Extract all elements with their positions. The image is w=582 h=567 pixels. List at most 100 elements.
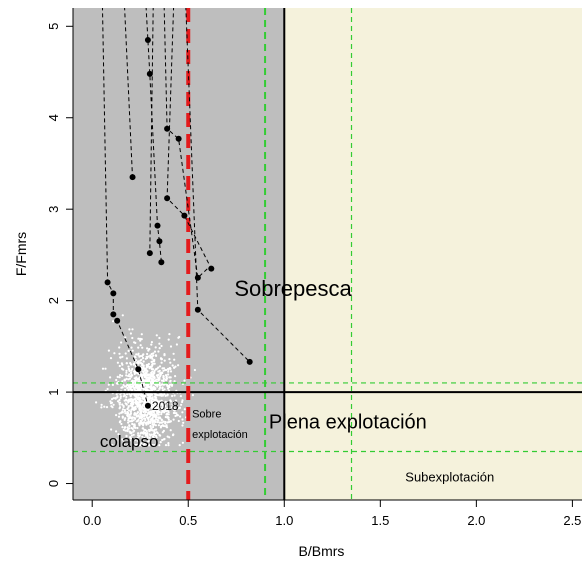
cloud-point: [165, 377, 168, 380]
cloud-point: [110, 405, 113, 408]
cloud-point: [151, 370, 154, 373]
cloud-point: [169, 376, 172, 379]
cloud-point: [166, 384, 169, 388]
cloud-point: [167, 368, 170, 371]
cloud-point: [150, 378, 154, 381]
cloud-point: [141, 407, 144, 410]
underexploited-zone: [284, 8, 582, 500]
cloud-point: [166, 387, 170, 390]
cloud-point: [156, 409, 160, 412]
cloud-point: [139, 400, 142, 403]
cloud-point: [153, 362, 156, 365]
trajectory-line-2: [124, 8, 133, 178]
cloud-point: [127, 421, 130, 424]
cloud-point: [169, 383, 172, 386]
cloud-point: [151, 357, 154, 360]
cloud-point: [154, 379, 157, 382]
cloud-point: [157, 366, 160, 369]
cloud-point: [162, 369, 165, 372]
cloud-point: [116, 395, 119, 398]
cloud-point: [135, 415, 138, 418]
cloud-point: [140, 383, 143, 386]
cloud-point: [120, 341, 123, 344]
cloud-point: [126, 387, 129, 390]
cloud-point: [150, 341, 153, 344]
plot-area: 2018: [73, 8, 582, 500]
cloud-point: [129, 398, 132, 401]
cloud-point: [133, 407, 136, 410]
cloud-point: [162, 424, 165, 428]
cloud-point: [173, 409, 176, 412]
cloud-point: [139, 337, 142, 340]
zone-labels: colapso Sobre explotación Sobrepesca Plena e…: [100, 276, 494, 485]
cloud-point: [110, 398, 114, 401]
cloud-point: [149, 421, 152, 425]
cloud-point: [134, 438, 137, 441]
cloud-point: [167, 444, 170, 447]
cloud-point: [121, 314, 124, 317]
cloud-point: [135, 376, 138, 379]
y-tick-label: 2: [46, 297, 61, 304]
cloud-point: [141, 416, 144, 419]
cloud-point: [134, 365, 137, 368]
cloud-point: [112, 397, 115, 400]
cloud-point: [152, 372, 155, 375]
cloud-point: [137, 387, 140, 390]
cloud-point: [130, 434, 133, 437]
cloud-point: [177, 364, 180, 367]
cloud-point: [144, 379, 147, 382]
cloud-point: [122, 428, 125, 431]
cloud-point: [193, 368, 196, 372]
cloud-point: [124, 412, 127, 415]
cloud-point: [127, 388, 130, 392]
cloud-point: [135, 400, 138, 403]
trajectory-point: [158, 259, 165, 266]
trajectory-point: [194, 274, 201, 281]
cloud-point: [167, 370, 170, 373]
cloud-point: [144, 408, 147, 411]
cloud-point: [154, 393, 157, 396]
cloud-point: [125, 395, 128, 399]
cloud-point: [147, 418, 150, 421]
cloud-point: [128, 439, 131, 442]
cloud-point: [118, 352, 121, 355]
cloud-point: [157, 419, 160, 422]
cloud-point: [151, 360, 154, 363]
cloud-point: [149, 414, 153, 417]
cloud-point: [139, 411, 142, 414]
cloud-point: [145, 441, 148, 444]
cloud-point: [126, 426, 129, 429]
cloud-point: [118, 412, 121, 415]
cloud-point: [127, 398, 130, 401]
cloud-point: [129, 437, 132, 440]
cloud-point: [119, 356, 122, 359]
cloud-point: [162, 377, 165, 380]
trajectory-point: [156, 238, 163, 245]
cloud-point: [141, 356, 145, 360]
trajectory-point: [144, 37, 151, 44]
cloud-point: [162, 402, 166, 405]
cloud-point: [110, 428, 113, 431]
cloud-point: [145, 414, 148, 417]
cloud-point: [177, 419, 180, 423]
cloud-point: [141, 346, 144, 349]
cloud-point: [168, 333, 171, 336]
cloud-point: [143, 436, 146, 440]
zone-label-explotacion: explotación: [192, 429, 248, 441]
cloud-point: [150, 367, 153, 371]
cloud-point: [107, 383, 110, 386]
cloud-point: [141, 435, 144, 438]
cloud-point: [137, 380, 140, 383]
cloud-point: [159, 373, 162, 376]
cloud-point: [153, 444, 156, 447]
x-tick-label: 1.0: [275, 513, 293, 528]
cloud-point: [127, 409, 131, 412]
y-tick-label: 4: [46, 114, 61, 121]
cloud-point: [152, 413, 155, 417]
cloud-point: [173, 380, 176, 383]
cloud-point: [157, 413, 160, 416]
cloud-point: [161, 408, 165, 411]
cloud-point: [153, 428, 156, 431]
cloud-point: [169, 345, 173, 348]
cloud-point: [150, 343, 153, 346]
